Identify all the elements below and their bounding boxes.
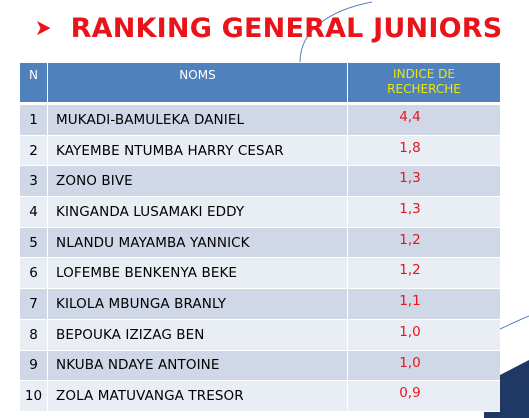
header-indice: INDICE DE RECHERCHE	[348, 63, 500, 105]
research-index: 1,3	[348, 197, 500, 228]
rank-number: 10	[20, 381, 48, 412]
rank-number: 9	[20, 350, 48, 382]
player-name: BEPOUKA IZIZAG BEN	[48, 319, 348, 351]
table-row: 4 KINGANDA LUSAMAKI EDDY 1,3	[20, 197, 500, 228]
rank-number: 1	[20, 105, 48, 136]
table-row: 5 NLANDU MAYAMBA YANNICK 1,2	[20, 227, 500, 259]
research-index: 0,9	[348, 381, 500, 412]
research-index: 1,1	[348, 289, 500, 320]
decorative-curve-right	[497, 315, 529, 331]
rank-number: 7	[20, 289, 48, 320]
header-indice-line2: RECHERCHE	[387, 82, 461, 96]
header-n: N	[20, 63, 48, 105]
research-index: 1,0	[348, 319, 500, 351]
page-title-text: RANKING GENERAL JUNIORS	[70, 12, 503, 44]
player-name: KINGANDA LUSAMAKI EDDY	[48, 197, 348, 228]
rank-number: 2	[20, 135, 48, 167]
research-index: 1,3	[348, 166, 500, 198]
research-index: 1,2	[348, 258, 500, 290]
player-name: KAYEMBE NTUMBA HARRY CESAR	[48, 135, 348, 167]
table-row: 6 LOFEMBE BENKENYA BEKE 1,2	[20, 258, 500, 290]
table-row: 8 BEPOUKA IZIZAG BEN 1,0	[20, 319, 500, 351]
player-name: ZOLA MATUVANGA TRESOR	[48, 381, 348, 412]
player-name: MUKADI-BAMULEKA DANIEL	[48, 105, 348, 136]
table-row: 1 MUKADI-BAMULEKA DANIEL 4,4	[20, 105, 500, 136]
rank-number: 6	[20, 258, 48, 290]
player-name: NKUBA NDAYE ANTOINE	[48, 350, 348, 382]
page-title: ➤ RANKING GENERAL JUNIORS	[34, 8, 502, 48]
header-noms: NOMS	[48, 63, 348, 105]
header-indice-line1: INDICE DE	[393, 67, 455, 81]
table-row: 7 KILOLA MBUNGA BRANLY 1,1	[20, 289, 500, 320]
arrow-bullet-icon: ➤	[34, 15, 52, 41]
research-index: 1,8	[348, 135, 500, 167]
research-index: 1,0	[348, 350, 500, 382]
table-header-row: N NOMS INDICE DE RECHERCHE	[20, 63, 500, 105]
rank-number: 8	[20, 319, 48, 351]
player-name: LOFEMBE BENKENYA BEKE	[48, 258, 348, 290]
research-index: 1,2	[348, 227, 500, 259]
rank-number: 3	[20, 166, 48, 198]
player-name: ZONO BIVE	[48, 166, 348, 198]
rank-number: 4	[20, 197, 48, 228]
table-row: 10 ZOLA MATUVANGA TRESOR 0,9	[20, 381, 500, 412]
rank-number: 5	[20, 227, 48, 259]
research-index: 4,4	[348, 105, 500, 136]
player-name: KILOLA MBUNGA BRANLY	[48, 289, 348, 320]
player-name: NLANDU MAYAMBA YANNICK	[48, 227, 348, 259]
ranking-table: N NOMS INDICE DE RECHERCHE 1 MUKADI-BAMU…	[20, 63, 500, 412]
table-row: 2 KAYEMBE NTUMBA HARRY CESAR 1,8	[20, 135, 500, 167]
table-row: 9 NKUBA NDAYE ANTOINE 1,0	[20, 350, 500, 382]
table-row: 3 ZONO BIVE 1,3	[20, 166, 500, 198]
